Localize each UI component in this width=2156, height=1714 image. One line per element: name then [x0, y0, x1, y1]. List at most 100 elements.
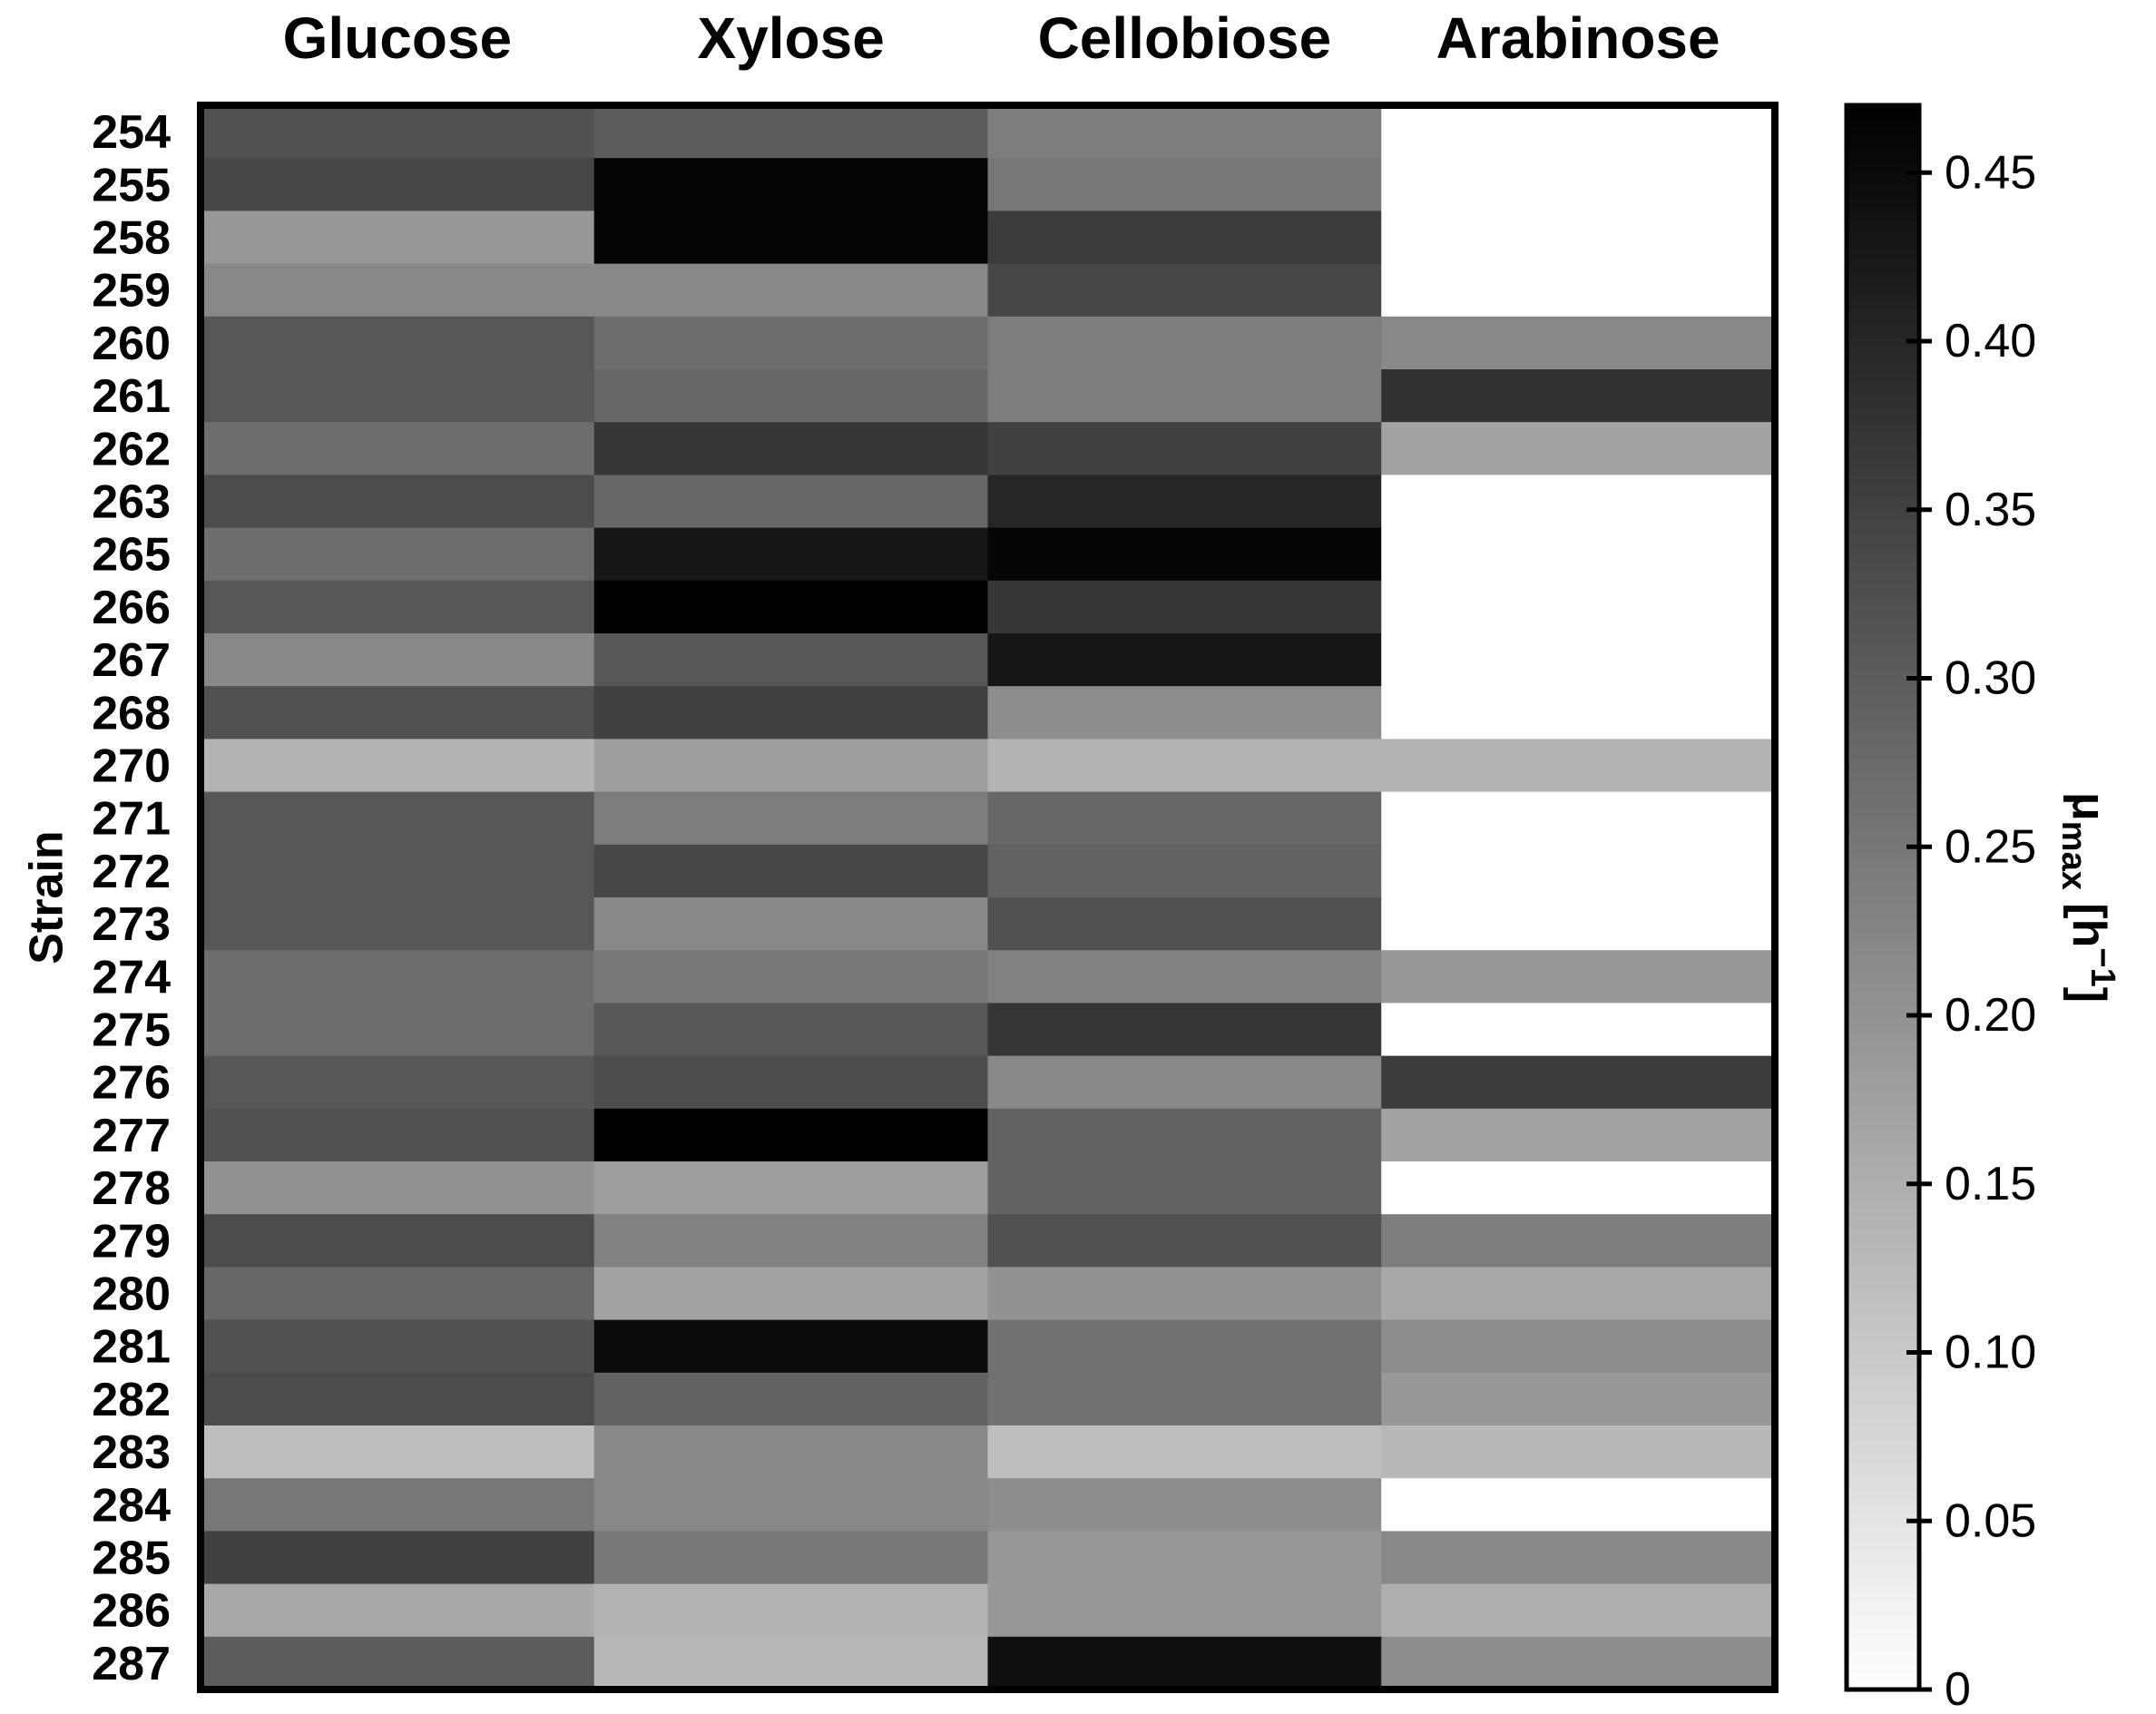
heatmap-cell [987, 369, 1382, 423]
heatmap-cell [987, 633, 1382, 687]
heatmap-cell [987, 1531, 1382, 1585]
colorbar-tick-label: 0.40 [1945, 315, 2036, 367]
heatmap-cell [201, 1161, 595, 1215]
y-axis-label: Strain [21, 830, 74, 964]
heatmap-cell [1381, 739, 1776, 793]
heatmap-cell [201, 422, 595, 475]
heatmap-cell [1381, 422, 1776, 475]
heatmap-cell [593, 316, 989, 370]
colorbar-tick-label: 0.45 [1945, 146, 2036, 199]
row-label: 276 [92, 1057, 171, 1110]
colorbar-label-sub: max [2054, 821, 2092, 890]
heatmap-cell [987, 580, 1382, 634]
heatmap-cell [593, 475, 989, 529]
row-label: 263 [92, 476, 171, 529]
heatmap-cell [201, 1003, 595, 1057]
colorbar-label-unit-open: [h [2063, 890, 2115, 948]
heatmap-cell [1381, 316, 1776, 370]
heatmap-cell [987, 1583, 1382, 1638]
heatmap-cell [201, 1372, 595, 1426]
colorbar-tick-label: 0.05 [1945, 1494, 2036, 1547]
heatmap-cell [1381, 1372, 1776, 1426]
colorbar-tick-label: 0 [1945, 1663, 1971, 1714]
heatmap-cell [1381, 1055, 1776, 1110]
heatmap-cell [987, 158, 1382, 211]
heatmap-cell [1381, 1583, 1776, 1638]
heatmap-cell [987, 1161, 1382, 1215]
row-label: 254 [92, 106, 171, 159]
heatmap-cell [593, 1319, 989, 1374]
heatmap-cell [987, 1425, 1382, 1479]
colorbar-label-sup: −1 [2083, 947, 2122, 986]
heatmap-cell [987, 1372, 1382, 1426]
row-label: 280 [92, 1268, 171, 1321]
heatmap-cell [201, 1583, 595, 1638]
row-label: 265 [92, 529, 171, 582]
heatmap-cell [987, 1055, 1382, 1110]
column-label: Glucose [283, 5, 513, 71]
row-labels: 2542552582592602612622632652662672682702… [92, 106, 171, 1690]
heatmap-cell [593, 422, 989, 475]
heatmap-cell [1381, 1319, 1776, 1374]
heatmap-cell [1381, 1267, 1776, 1321]
heatmap-cell [1381, 1531, 1776, 1585]
heatmap-cell [1381, 791, 1776, 846]
heatmap-cell [201, 211, 595, 265]
row-label: 261 [92, 370, 171, 423]
heatmap-cell [201, 1531, 595, 1585]
heatmap-cell [593, 1531, 989, 1585]
colorbar-label-unit-close: ] [2063, 987, 2115, 1003]
colorbar-tick-label: 0.15 [1945, 1158, 2036, 1210]
row-label: 275 [92, 1004, 171, 1057]
heatmap-cell [987, 1108, 1382, 1162]
heatmap-cell [201, 580, 595, 634]
colorbar-label-main: μ [2063, 792, 2115, 821]
heatmap-cell [593, 686, 989, 739]
heatmap-cell [1381, 211, 1776, 265]
heatmap-cell [593, 527, 989, 582]
colorbar-label: μmax [h−1] [2054, 792, 2122, 1003]
row-label: 271 [92, 793, 171, 846]
colorbar [1844, 103, 1922, 1692]
colorbar-tick-label: 0.10 [1945, 1327, 2036, 1379]
heatmap-cell [987, 739, 1382, 793]
row-label: 260 [92, 318, 171, 370]
heatmap-cell [987, 844, 1382, 898]
heatmap-cell [1381, 369, 1776, 423]
column-label: Arabinose [1436, 5, 1720, 71]
heatmap-cells [201, 105, 1776, 1690]
heatmap-cell [201, 739, 595, 793]
heatmap-cell [987, 263, 1382, 318]
heatmap-cell [1381, 1425, 1776, 1479]
heatmap-cell [1381, 580, 1776, 634]
heatmap-cell [987, 527, 1382, 582]
heatmap-cell [1381, 1003, 1776, 1057]
heatmap-cell [201, 1108, 595, 1162]
heatmap-cell [593, 633, 989, 687]
heatmap-cell [593, 950, 989, 1004]
heatmap-cell [593, 1214, 989, 1268]
row-label: 270 [92, 740, 171, 793]
heatmap-cell [201, 897, 595, 951]
heatmap-cell [1381, 1214, 1776, 1268]
heatmap-cell [201, 791, 595, 846]
row-label: 279 [92, 1215, 171, 1268]
heatmap-cell [987, 1214, 1382, 1268]
row-label: 282 [92, 1374, 171, 1426]
heatmap-cell [593, 263, 989, 318]
heatmap-cell [987, 1478, 1382, 1532]
row-label: 278 [92, 1162, 171, 1215]
heatmap-cell [1381, 897, 1776, 951]
heatmap-cell [593, 1425, 989, 1479]
heatmap-cell [593, 158, 989, 211]
heatmap-cell [987, 316, 1382, 370]
heatmap-cell [1381, 950, 1776, 1004]
heatmap-cell [201, 633, 595, 687]
heatmap-cell [593, 105, 989, 159]
heatmap-cell [1381, 1161, 1776, 1215]
heatmap-cell [987, 791, 1382, 846]
heatmap-cell [593, 1478, 989, 1532]
heatmap-cell [987, 475, 1382, 529]
heatmap-cell [593, 211, 989, 265]
heatmap-frame [197, 102, 1779, 1693]
